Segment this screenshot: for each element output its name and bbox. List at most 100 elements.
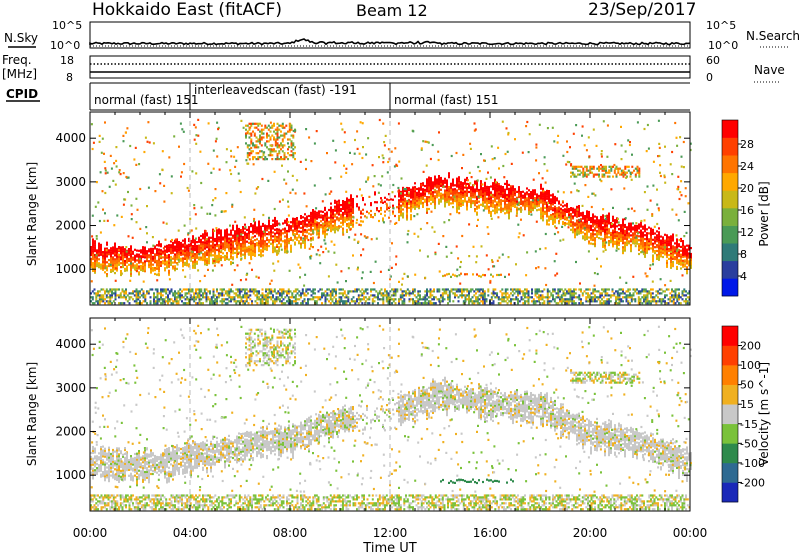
data-cell xyxy=(592,219,594,222)
data-cell xyxy=(539,298,542,301)
data-cell xyxy=(121,290,124,293)
data-cell xyxy=(244,292,246,295)
data-cell xyxy=(544,200,546,204)
data-cell xyxy=(482,194,484,198)
data-cell xyxy=(550,206,552,209)
data-cell xyxy=(456,205,458,208)
data-cell xyxy=(109,294,112,297)
data-cell xyxy=(382,294,385,297)
data-cell xyxy=(468,196,470,199)
data-cell xyxy=(208,248,210,251)
data-cell xyxy=(398,298,400,301)
data-cell xyxy=(494,184,496,187)
data-cell xyxy=(348,210,350,213)
data-cell xyxy=(618,239,620,242)
data-cell xyxy=(595,300,598,303)
data-cell xyxy=(350,208,352,211)
data-cell xyxy=(338,205,340,208)
data-cell xyxy=(176,238,178,241)
data-cell xyxy=(464,192,466,195)
data-cell xyxy=(480,186,482,189)
data-cell xyxy=(524,200,526,203)
data-cell xyxy=(226,298,229,301)
data-cell xyxy=(485,300,488,303)
data-cell xyxy=(494,212,496,215)
data-cell xyxy=(318,233,320,237)
data-cell xyxy=(612,243,614,246)
station-title: Hokkaido East (fitACF) xyxy=(92,0,282,20)
data-cell xyxy=(676,261,678,265)
data-cell xyxy=(522,204,524,207)
data-cell xyxy=(560,211,562,214)
data-cell xyxy=(342,213,344,216)
data-cell xyxy=(588,218,590,221)
data-cell xyxy=(278,232,280,235)
data-cell xyxy=(123,302,126,305)
data-cell xyxy=(240,242,242,246)
data-cell xyxy=(373,300,376,303)
data-cell xyxy=(156,253,158,257)
data-cell xyxy=(164,267,166,270)
data-cell xyxy=(153,294,155,297)
data-cell xyxy=(226,236,228,239)
data-cell xyxy=(438,180,440,184)
data-cell xyxy=(544,197,546,200)
data-cell xyxy=(352,198,354,201)
data-cell xyxy=(536,199,538,202)
data-cell xyxy=(508,201,510,204)
data-cell xyxy=(600,237,602,240)
data-cell xyxy=(370,204,372,207)
data-cell xyxy=(332,216,334,219)
data-cell xyxy=(334,205,336,208)
data-cell xyxy=(270,296,273,299)
data-cell xyxy=(252,246,254,249)
data-cell xyxy=(456,207,458,210)
data-cell xyxy=(486,199,488,202)
data-cell xyxy=(261,298,264,301)
data-cell xyxy=(293,296,295,299)
data-cell xyxy=(90,300,92,303)
data-cell xyxy=(480,300,483,303)
data-cell xyxy=(436,288,439,291)
data-cell xyxy=(250,238,252,241)
data-cell xyxy=(438,200,440,203)
data-cell xyxy=(255,136,258,139)
data-cell xyxy=(420,196,422,199)
data-cell xyxy=(338,225,340,228)
data-cell xyxy=(160,251,162,254)
data-cell xyxy=(686,300,689,303)
data-cell xyxy=(373,288,376,291)
noise-tick-top-right: 10^5 xyxy=(706,19,736,32)
data-cell xyxy=(492,186,494,189)
data-cell xyxy=(620,233,622,237)
data-cell xyxy=(200,244,202,247)
data-cell xyxy=(574,222,576,225)
nsky-label: N.Sky xyxy=(4,31,38,45)
data-cell xyxy=(318,212,320,215)
data-cell xyxy=(221,302,224,305)
data-cell xyxy=(616,292,619,295)
data-cell xyxy=(686,292,689,295)
data-cell xyxy=(146,290,148,293)
data-cell xyxy=(496,191,498,194)
data-cell xyxy=(202,245,204,248)
data-cell xyxy=(319,298,322,301)
data-cell xyxy=(542,187,544,190)
data-cell xyxy=(616,302,619,305)
data-cell xyxy=(431,298,434,301)
data-cell xyxy=(149,288,152,291)
data-cell xyxy=(312,236,314,239)
data-cell xyxy=(476,205,478,208)
data-cell xyxy=(257,128,260,131)
data-cell xyxy=(378,292,381,295)
data-cell xyxy=(305,288,308,291)
data-cell xyxy=(142,269,144,272)
data-cell xyxy=(548,300,551,303)
data-cell xyxy=(432,191,434,194)
data-cell xyxy=(527,298,530,301)
data-cell xyxy=(676,244,678,247)
data-cell xyxy=(336,218,338,221)
data-cell xyxy=(651,300,654,303)
data-cell xyxy=(637,300,640,303)
data-cell xyxy=(330,216,332,219)
